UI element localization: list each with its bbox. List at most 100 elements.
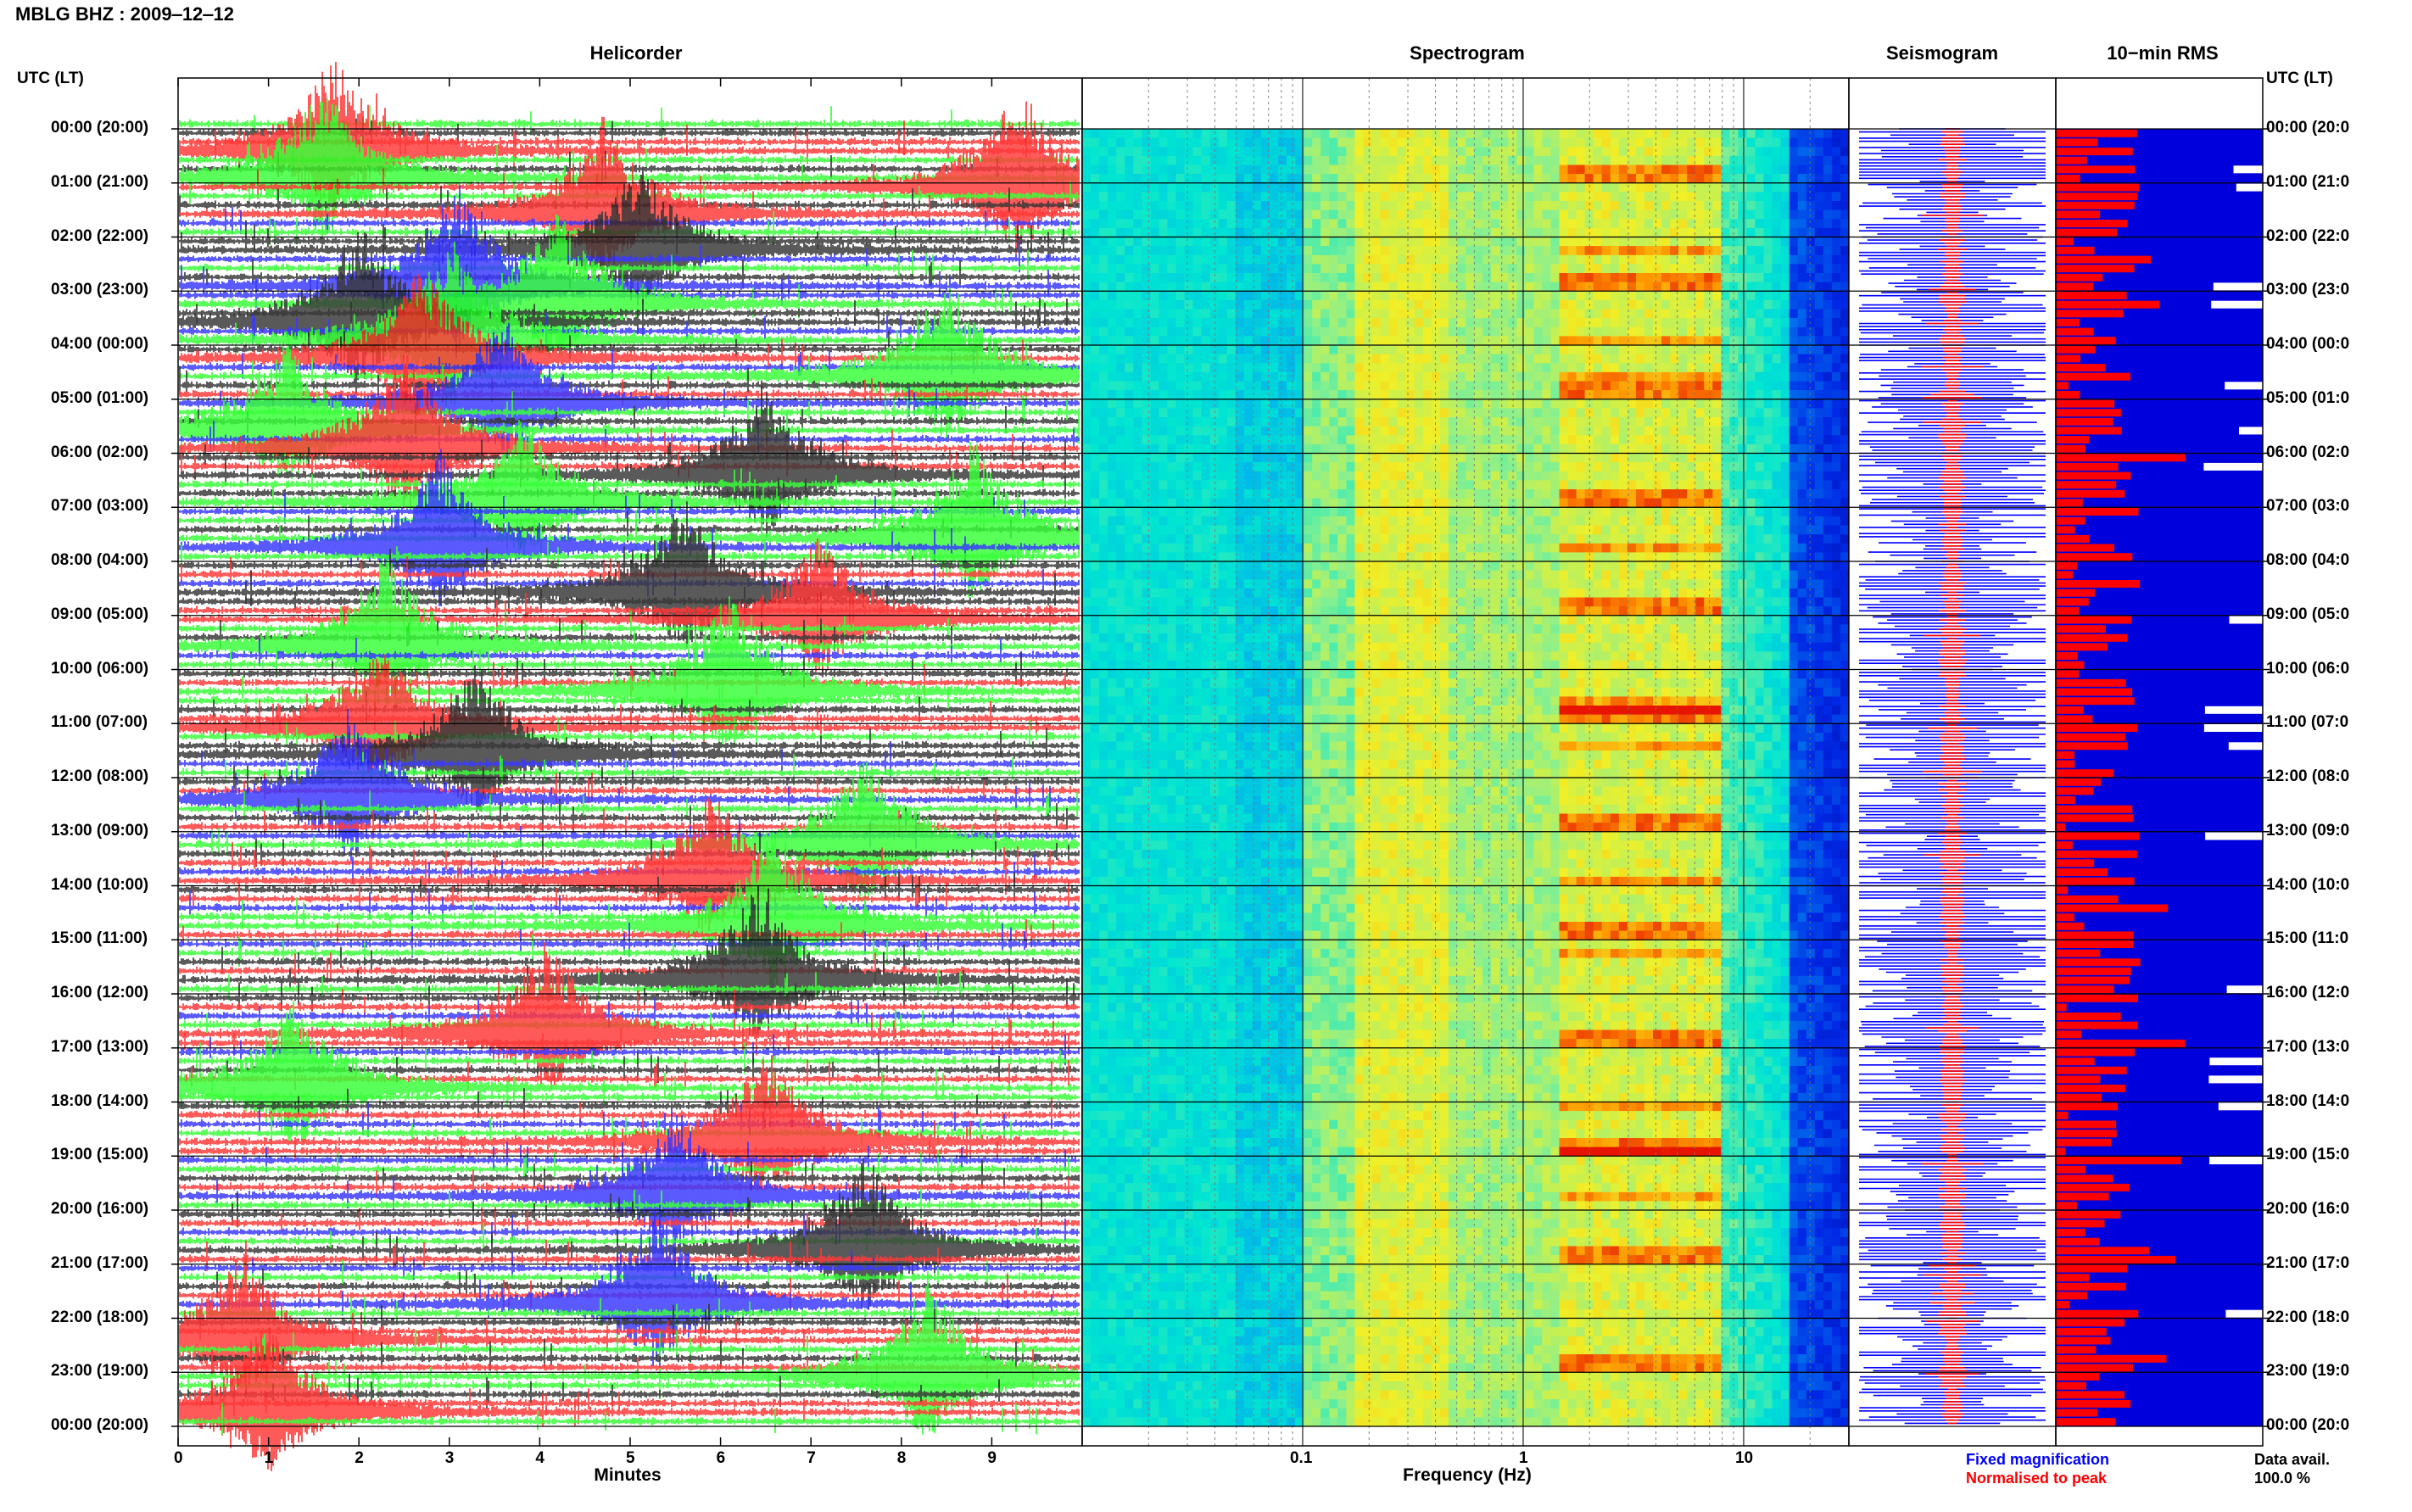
spectrogram-cell [1176,561,1186,571]
spectrogram-cell [1653,183,1662,192]
spectrogram-cell [1644,273,1654,282]
spectrogram-cell [1354,571,1364,580]
spectrogram-cell [1619,454,1628,463]
spectrogram-cell [1789,598,1799,607]
spectrogram-cell [1312,417,1321,427]
spectrogram-cell [1695,363,1705,372]
spectrogram-cell [1695,579,1705,589]
spectrogram-cell [1482,318,1492,327]
spectrogram-cell [1304,291,1313,300]
spectrogram-cell [1712,507,1722,516]
spectrogram-cell [1806,210,1816,220]
spectrogram-cell [1432,310,1441,319]
spectrogram-cell [1525,507,1534,516]
spectrogram-cell [1449,300,1458,310]
spectrogram-cell [1381,282,1390,292]
spectrogram-cell [1372,399,1382,409]
spectrogram-cell [1320,310,1330,319]
spectrogram-cell [1474,264,1483,273]
spectrogram-cell [1602,336,1611,345]
spectrogram-cell [1398,246,1407,255]
spectrogram-cell [1432,552,1441,561]
spectrogram-cell [1661,363,1671,372]
spectrogram-cell [1125,480,1134,489]
spectrogram-cell [1406,192,1415,201]
spectrogram-cell [1568,382,1577,391]
spectrogram-cell [1312,300,1321,310]
spectrogram-cell [1738,255,1747,265]
spectrogram-cell [1789,345,1799,354]
spectrogram-cell [1747,147,1756,156]
spectrogram-cell [1287,237,1296,247]
spectrogram-cell [1236,327,1245,337]
spectrogram-cell [1142,192,1151,201]
spectrogram-cell [1729,138,1739,148]
spectrogram-cell [1176,219,1186,228]
spectrogram-cell [1108,129,1117,138]
spectrogram-cell [1653,336,1662,345]
spectrogram-cell [1193,489,1203,499]
spectrogram-cell [1346,544,1355,553]
spectrogram-cell [1756,408,1765,417]
spectrogram-cell [1389,552,1399,561]
spectrogram-cell [1449,526,1458,535]
spectrogram-cell [1202,454,1211,463]
spectrogram-cell [1176,300,1186,310]
spectrogram-cell [1116,138,1125,148]
spectrogram-cell [1381,264,1390,273]
spectrogram-cell [1449,544,1458,553]
spectrogram-cell [1082,255,1092,265]
spectrogram-cell [1560,571,1569,580]
spectrogram-cell [1364,444,1373,454]
spectrogram-cell [1304,471,1313,481]
spectrogram-cell [1542,310,1551,319]
spectrogram-cell [1372,579,1382,589]
spectrogram-cell [1798,489,1807,499]
spectrogram-cell [1329,210,1338,220]
spectrogram-cell [1185,454,1194,463]
spectrogram-cell [1644,399,1654,409]
spectrogram-cell [1398,471,1407,481]
spectrogram-cell [1832,237,1841,247]
spectrogram-cell [1125,174,1134,183]
spectrogram-cell [1099,210,1108,220]
spectrogram-cell [1150,327,1159,337]
spectrogram-cell [1457,192,1466,201]
spectrogram-cell [1474,156,1483,165]
spectrogram-cell [1550,382,1560,391]
spectrogram-cell [1091,552,1100,561]
spectrogram-cell [1798,516,1807,526]
spectrogram-cell [1449,444,1458,454]
spectrogram-cell [1227,363,1237,372]
spectrogram-cell [1661,156,1671,165]
spectrogram-cell [1550,354,1560,364]
spectrogram-cell [1653,345,1662,354]
spectrogram-cell [1185,138,1194,148]
spectrogram-cell [1108,552,1117,561]
spectrogram-cell [1133,246,1142,255]
spectrogram-cell [1210,310,1220,319]
spectrogram-cell [1747,382,1756,391]
spectrogram-cell [1815,598,1824,607]
spectrogram-cell [1636,228,1645,237]
spectrogram-cell [1764,454,1773,463]
spectrogram-cell [1202,183,1211,192]
spectrogram-cell [1516,192,1526,201]
spectrogram-cell [1798,300,1807,310]
spectrogram-cell [1832,336,1841,345]
spectrogram-cell [1542,192,1551,201]
spectrogram-cell [1398,408,1407,417]
spectrogram-cell [1602,327,1611,337]
spectrogram-cell [1108,336,1117,345]
spectrogram-cell [1482,534,1492,544]
spectrogram-cell [1550,336,1560,345]
spectrogram-cell [1423,201,1432,210]
spectrogram-cell [1611,345,1620,354]
spectrogram-cell [1482,310,1492,319]
spectrogram-cell [1202,282,1211,292]
spectrogram-cell [1398,201,1407,210]
spectrogram-cell [1653,589,1662,598]
spectrogram-cell [1423,390,1432,399]
spectrogram-cell [1661,552,1671,561]
spectrogram-cell [1781,507,1790,516]
